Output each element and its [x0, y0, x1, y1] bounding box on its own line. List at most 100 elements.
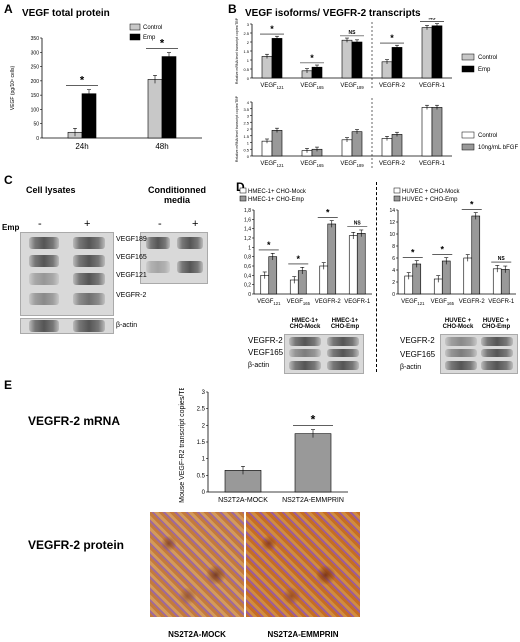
- legend-label-HMEC-1+ CHO-Emp: HMEC-1+ CHO-Emp: [248, 197, 305, 203]
- y-tick-label: 3: [247, 114, 250, 119]
- lysate-plus: +: [84, 218, 91, 230]
- bar-VEGFR-2-HUVEC + CHO-Emp: [471, 215, 481, 295]
- panel-b-title: VEGF isoforms/ VEGFR-2 transcripts: [245, 8, 421, 19]
- x-label-VEGF165: VEGF165: [300, 83, 324, 90]
- bar-VEGF121-Control: [261, 140, 273, 157]
- x-label-VEGF165: VEGF165: [300, 161, 324, 168]
- y-tick-label: 0,2: [244, 283, 251, 289]
- y-tick-label: 0.5: [243, 67, 249, 72]
- e-img-right-label: NS2T2A-EMMPRIN: [267, 630, 339, 639]
- y-axis-label: Relative mRNA level transcript copies/TB…: [235, 18, 239, 84]
- legend-label-HUVEC + CHO-Emp: HUVEC + CHO-Emp: [402, 197, 458, 203]
- sig-label-VEGFR-2: *: [390, 33, 394, 43]
- legend-label-Emp: Emp: [143, 35, 156, 41]
- y-tick-label: 2.5: [197, 407, 206, 413]
- y-tick-label: 250: [31, 65, 40, 71]
- y-tick-label: 0: [247, 154, 250, 159]
- x-label-VEGF121: VEGF121: [260, 83, 284, 90]
- legend-swatch-Control: [461, 53, 475, 61]
- bar-VEGFR-2-Emp: [391, 47, 403, 79]
- chart-b2: 0 0.51 1.5 2 2.53 3.5 4 VEGF121 VEGF165 VEGF189 VE…: [235, 96, 518, 168]
- y-tick-label: 100: [31, 107, 40, 113]
- y-axis-label: Mouse VEGF-R2 transcript copies/TBP: [179, 388, 186, 503]
- y-tick-label: 1,2: [244, 236, 251, 242]
- legend-label-HUVEC + CHO-Mock: HUVEC + CHO-Mock: [402, 189, 461, 195]
- sig-label-VEGFR-1: NS: [354, 221, 362, 227]
- band-label-actin: β-actin: [116, 322, 138, 329]
- sig-label-VEGF165: *: [440, 244, 444, 254]
- sig-label-VEGF189: NS: [349, 30, 357, 36]
- y-tick-label: 0: [392, 292, 395, 298]
- x-label-VEGF121: VEGF121: [257, 299, 281, 306]
- y-tick-label: 1.5: [197, 440, 206, 446]
- e-row1-label: VEGFR-2 mRNA: [28, 414, 121, 428]
- bar-VEGFR-1-Emp: [431, 25, 443, 79]
- bar-VEGFR-2-Control: [381, 138, 393, 157]
- d-left-blot: [284, 334, 364, 374]
- y-tick-label: 2: [247, 40, 250, 45]
- legend-label-HMEC-1+ CHO-Mock: HMEC-1+ CHO-Mock: [248, 189, 307, 195]
- legend-label-Emp: Emp: [478, 67, 491, 73]
- y-tick-label: 50: [33, 122, 39, 128]
- y-tick-label: 1.5: [243, 49, 249, 54]
- bar-VEGFR-2-Control: [381, 61, 393, 79]
- bar-VEGF189-Control: [341, 39, 353, 79]
- sig-label-VEGFR-2: *: [326, 207, 330, 217]
- y-tick-label: 3: [202, 390, 206, 396]
- x-label-48h: 48h: [155, 142, 168, 151]
- bar-VEGF165-HUVEC + CHO-Emp: [441, 260, 451, 295]
- panel-c-letter: C: [4, 173, 13, 187]
- panel-a-letter: A: [4, 2, 13, 16]
- x-label-VEGFR-2: VEGFR-2: [379, 83, 406, 89]
- y-tick-label: 14: [389, 208, 395, 214]
- sig-label-NS2T2A-EMMPRIN: *: [311, 413, 316, 427]
- x-label-VEGFR-1: VEGFR-1: [344, 299, 371, 305]
- sig-label-VEGFR-1: NS: [498, 256, 506, 262]
- sig-label-VEGFR-1: NS: [429, 18, 437, 21]
- y-tick-label: 10: [389, 232, 395, 238]
- legend-swatch-Emp: [461, 65, 475, 73]
- bar-24h-Emp: [81, 93, 97, 139]
- d-right-row-vegf165: VEGF165: [400, 350, 436, 359]
- y-tick-label: 1,4: [244, 227, 251, 233]
- sig-label-VEGF121: *: [267, 240, 271, 250]
- band-label-vegfr2: VEGFR-2: [116, 292, 147, 299]
- bar-VEGFR-1-HMEC-1+ CHO-Emp: [356, 233, 366, 295]
- panel-a-title: VEGF total protein: [22, 8, 110, 19]
- y-tick-label: 300: [31, 50, 40, 56]
- y-tick-label: 1: [247, 58, 250, 63]
- e-row2-label: VEGFR-2 protein: [28, 538, 125, 552]
- bar-48h-Control: [147, 79, 163, 139]
- d-left-row-vegf165: VEGF165: [248, 348, 284, 357]
- x-label-NS2T2A-MOCK: NS2T2A-MOCK: [218, 497, 268, 504]
- x-label-VEGF165: VEGF165: [431, 299, 455, 306]
- sig-label-VEGF121: *: [411, 247, 415, 257]
- legend-label-10ng/mL bFGF: 10ng/mL bFGF: [478, 145, 518, 151]
- y-tick-label: 4: [392, 268, 395, 274]
- legend-swatch-Control: [461, 131, 475, 139]
- legend-label-Control: Control: [478, 55, 497, 61]
- bar-VEGFR-1-10ng/mL bFGF: [431, 107, 443, 157]
- lysate-actin-blot: [20, 318, 114, 334]
- bar-VEGFR-1-HUVEC + CHO-Emp: [500, 269, 510, 295]
- d-right-lane1: HUVEC + CHO-Mock: [442, 318, 474, 330]
- lysate-blot: [20, 232, 114, 316]
- chart-a: 0 50 100 150 200 250 300 350 * 24h * 48h VEGF (pg/10…: [10, 23, 202, 151]
- y-tick-label: 4: [247, 100, 250, 105]
- conditioned-media-title: Conditionned media: [148, 185, 206, 205]
- y-tick-label: 0: [202, 490, 206, 496]
- y-tick-label: 0,8: [244, 255, 251, 261]
- bar-VEGF121-10ng/mL bFGF: [271, 130, 283, 157]
- bar-VEGF165-HMEC-1+ CHO-Emp: [297, 270, 307, 295]
- panel-d-letter: D: [236, 180, 245, 194]
- d-divider: [376, 182, 377, 372]
- y-tick-label: 0,4: [244, 273, 251, 279]
- bar-VEGFR-2-10ng/mL bFGF: [391, 134, 403, 157]
- y-tick-label: 2: [247, 127, 250, 132]
- sig-label-24h: *: [80, 75, 85, 87]
- panel-e-letter: E: [4, 378, 13, 392]
- d-right-blot: [440, 334, 518, 374]
- media-minus: -: [158, 218, 162, 230]
- e-img-left-label: NS2T2A-MOCK: [168, 630, 226, 639]
- legend-swatch-Control: [129, 23, 141, 31]
